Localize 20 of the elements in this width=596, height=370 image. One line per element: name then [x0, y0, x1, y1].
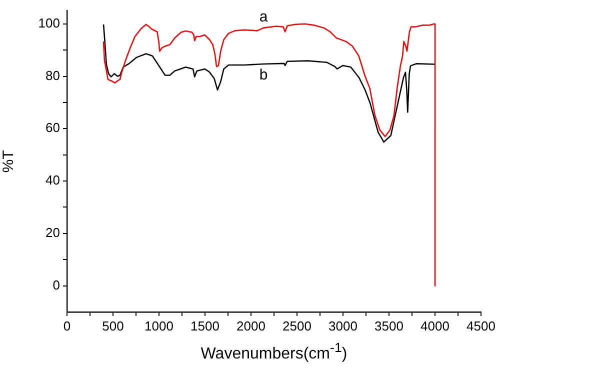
- x-tick-label: 2500: [282, 318, 312, 334]
- y-tick-label: 60: [46, 120, 60, 136]
- x-tick-label: 4500: [466, 318, 496, 334]
- y-tick-label: 0: [52, 277, 60, 292]
- x-tick-label: 1500: [190, 318, 220, 334]
- series-label: a: [259, 8, 268, 26]
- y-tick-label: 40: [46, 172, 60, 188]
- y-tick-label: 100: [38, 15, 60, 30]
- x-tick-label: 1000: [144, 318, 174, 334]
- y-tick-label: 20: [46, 225, 60, 240]
- x-tick-label: 2000: [236, 318, 266, 334]
- x-tick-label: 500: [102, 318, 124, 334]
- x-axis-title: Wavenumbers(cm$^{-1}$): [200, 340, 348, 364]
- series-label: b: [259, 66, 268, 84]
- y-tick-label: 80: [46, 68, 60, 83]
- x-tick-label: 3500: [374, 318, 404, 334]
- x-tick-label: 0: [63, 318, 71, 334]
- x-tick-label: 4000: [420, 318, 450, 334]
- x-tick-label: 3000: [328, 318, 358, 334]
- y-axis-title: %T: [0, 150, 18, 173]
